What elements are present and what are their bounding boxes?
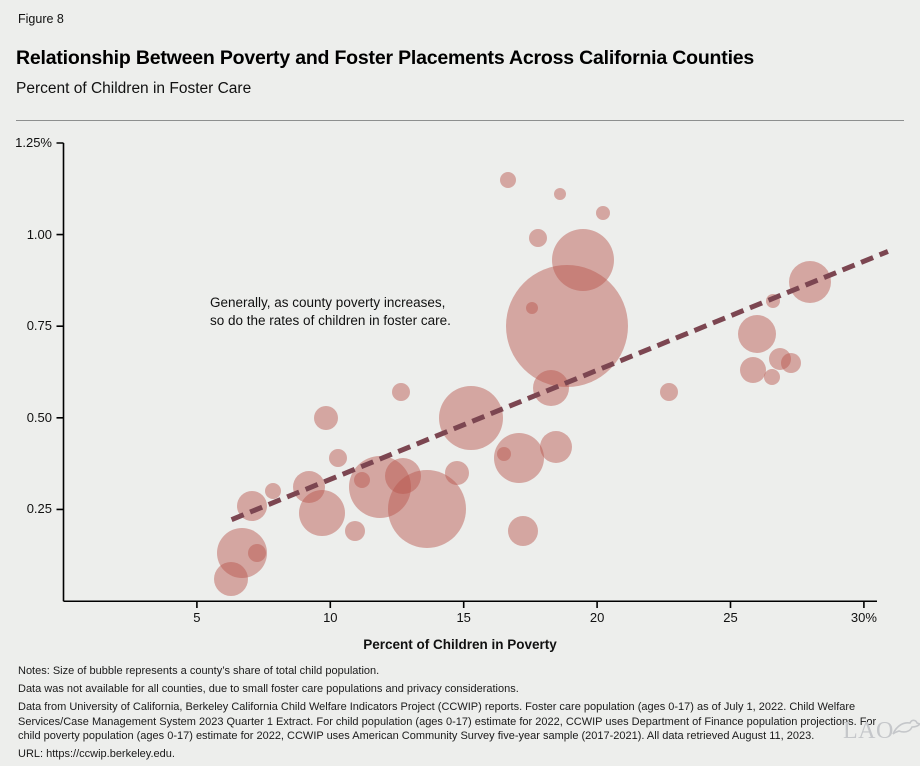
county-bubble (780, 352, 801, 373)
axis-lines (56, 142, 877, 608)
annotation-line-2: so do the rates of children in foster ca… (210, 313, 451, 328)
trend-dashed-line (230, 249, 889, 522)
x-tick-label: 10 (323, 610, 338, 625)
county-bubble (216, 528, 267, 579)
x-tick-label: 5 (193, 610, 201, 625)
chart-title: Relationship Between Poverty and Foster … (16, 47, 755, 69)
county-bubble (769, 348, 792, 371)
chart-annotation: Generally, as county poverty increases, … (210, 294, 451, 330)
county-bubble (264, 483, 281, 500)
county-bubble (391, 383, 410, 402)
county-bubble (298, 490, 345, 537)
county-bubble (499, 171, 516, 188)
county-bubble (247, 544, 266, 563)
y-tick-label: 0.25 (26, 501, 52, 517)
county-bubble (507, 516, 538, 547)
county-bubble (344, 521, 365, 542)
county-bubble (660, 383, 679, 402)
lao-bear-icon (892, 719, 920, 735)
notes-line-2: Data was not available for all counties,… (18, 683, 519, 696)
county-bubble (444, 460, 469, 485)
header-divider (16, 120, 904, 121)
county-bubble (539, 431, 572, 464)
county-bubble (384, 458, 421, 495)
notes-url: URL: https://ccwip.berkeley.edu. (18, 748, 175, 761)
y-tick-label: 0.50 (26, 409, 52, 425)
county-bubble (496, 447, 511, 462)
county-bubble (353, 472, 370, 489)
x-tick-label: 20 (589, 610, 605, 625)
county-bubble (213, 562, 248, 597)
lao-logo-text: LAO (843, 718, 894, 744)
x-tick-label: 25 (723, 610, 738, 625)
county-bubble (438, 385, 503, 450)
county-bubble (348, 456, 411, 519)
x-axis-title: Percent of Children in Poverty (363, 637, 557, 652)
annotation-line-1: Generally, as county poverty increases, (210, 295, 446, 310)
figure-notes: Notes: Size of bubble represents a count… (18, 664, 890, 766)
x-tick-label: 30% (850, 610, 877, 625)
county-bubble (551, 229, 614, 292)
county-bubble (528, 229, 547, 248)
x-tick-label: 15 (456, 610, 471, 625)
county-bubble (525, 301, 538, 314)
y-tick-label: 0.75 (26, 318, 52, 334)
figure-label: Figure 8 (18, 12, 64, 26)
county-bubble (553, 188, 566, 201)
county-bubble (387, 470, 466, 549)
chart-subtitle: Percent of Children in Foster Care (16, 80, 252, 97)
lao-logo: LAO (843, 718, 920, 745)
county-bubble (313, 405, 338, 430)
county-bubble (764, 369, 781, 386)
county-bubble (740, 357, 767, 384)
county-bubble (493, 433, 544, 484)
notes-source: Data from University of California, Berk… (18, 701, 877, 743)
county-bubble (738, 314, 777, 353)
y-tick-label: 1.25% (15, 135, 52, 150)
notes-line-1: Notes: Size of bubble represents a count… (18, 665, 380, 677)
county-bubble (328, 449, 347, 468)
y-tick-label: 1.00 (26, 226, 52, 242)
county-bubble (595, 205, 610, 220)
